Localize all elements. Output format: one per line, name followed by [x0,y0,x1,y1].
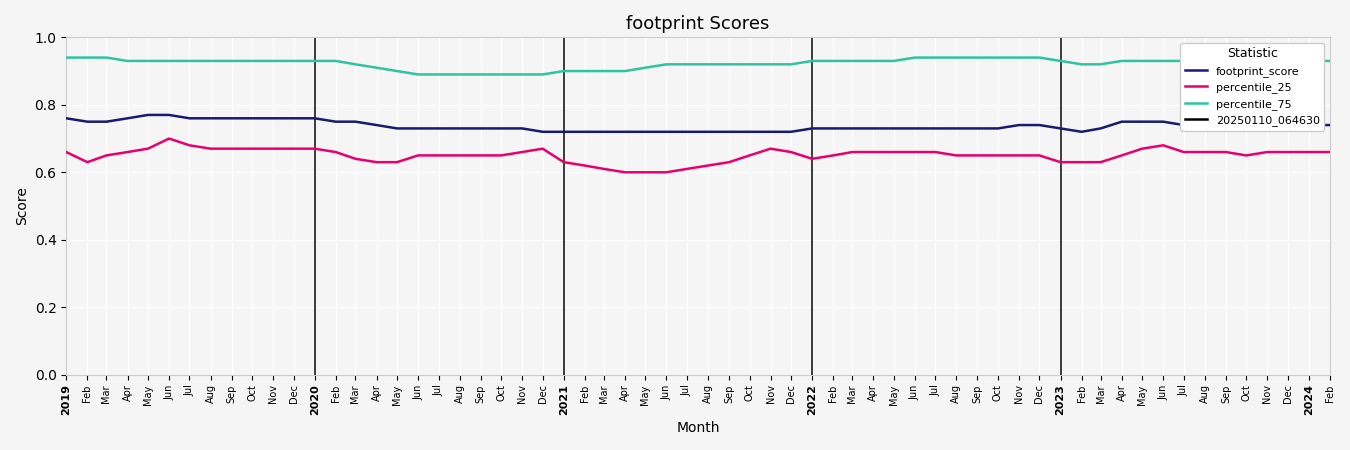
Line: percentile_75: percentile_75 [66,58,1330,74]
Line: footprint_score: footprint_score [66,115,1330,132]
Line: percentile_25: percentile_25 [66,139,1330,172]
Legend: footprint_score, percentile_25, percentile_75, 20250110_064630: footprint_score, percentile_25, percenti… [1180,43,1324,130]
Title: footprint Scores: footprint Scores [626,15,769,33]
X-axis label: Month: Month [676,421,720,435]
Y-axis label: Score: Score [15,187,28,225]
